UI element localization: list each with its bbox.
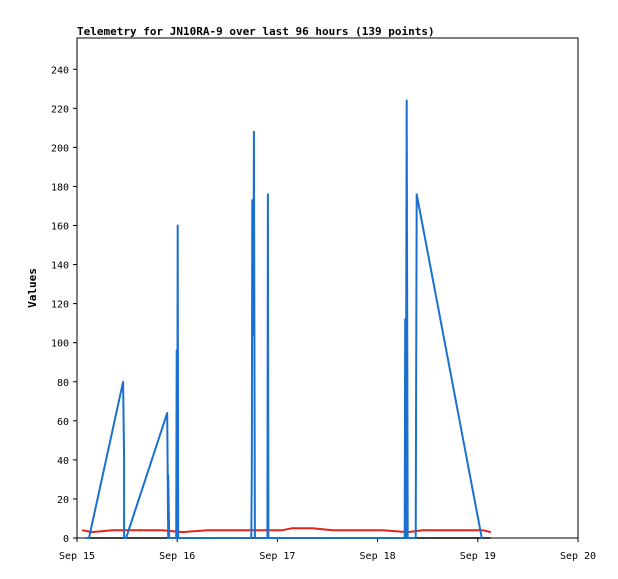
x-tick-label: Sep 17 <box>259 551 295 562</box>
x-tick-label: Sep 15 <box>59 551 95 562</box>
y-axis: 0 20 40 60 80 100 120 140 160 180 200 220 240 <box>51 65 77 545</box>
y-tick-label: 60 <box>57 417 69 428</box>
x-tick-label: Sep 19 <box>460 551 496 562</box>
plot-frame <box>76 37 579 539</box>
y-tick-label: 180 <box>51 182 69 193</box>
y-tick-label: 160 <box>51 222 69 233</box>
y-tick-label: 140 <box>51 261 69 272</box>
y-tick-label: 20 <box>57 495 69 506</box>
y-tick-label: 40 <box>57 456 69 467</box>
x-tick-label: Sep 20 <box>560 551 596 562</box>
y-tick-label: 80 <box>57 378 69 389</box>
y-tick-label: 120 <box>51 300 69 311</box>
chart-title: Telemetry for JN10RA-9 over last 96 hour… <box>77 25 435 38</box>
x-tick-label: Sep 18 <box>360 551 396 562</box>
y-tick-label: 200 <box>51 143 69 154</box>
y-tick-label: 240 <box>51 65 69 76</box>
y-axis-label: Values <box>26 268 39 308</box>
y-tick-label: 100 <box>51 339 69 350</box>
series-line-1 <box>85 99 483 539</box>
y-tick-label: 220 <box>51 104 69 115</box>
series-layer <box>81 99 492 539</box>
x-tick-label: Sep 16 <box>159 551 195 562</box>
x-axis: Sep 15 Sep 16 Sep 17 Sep 18 Sep 19 Sep 20 <box>59 538 596 562</box>
series-line-2 <box>81 527 492 534</box>
y-tick-label: 0 <box>63 534 69 545</box>
